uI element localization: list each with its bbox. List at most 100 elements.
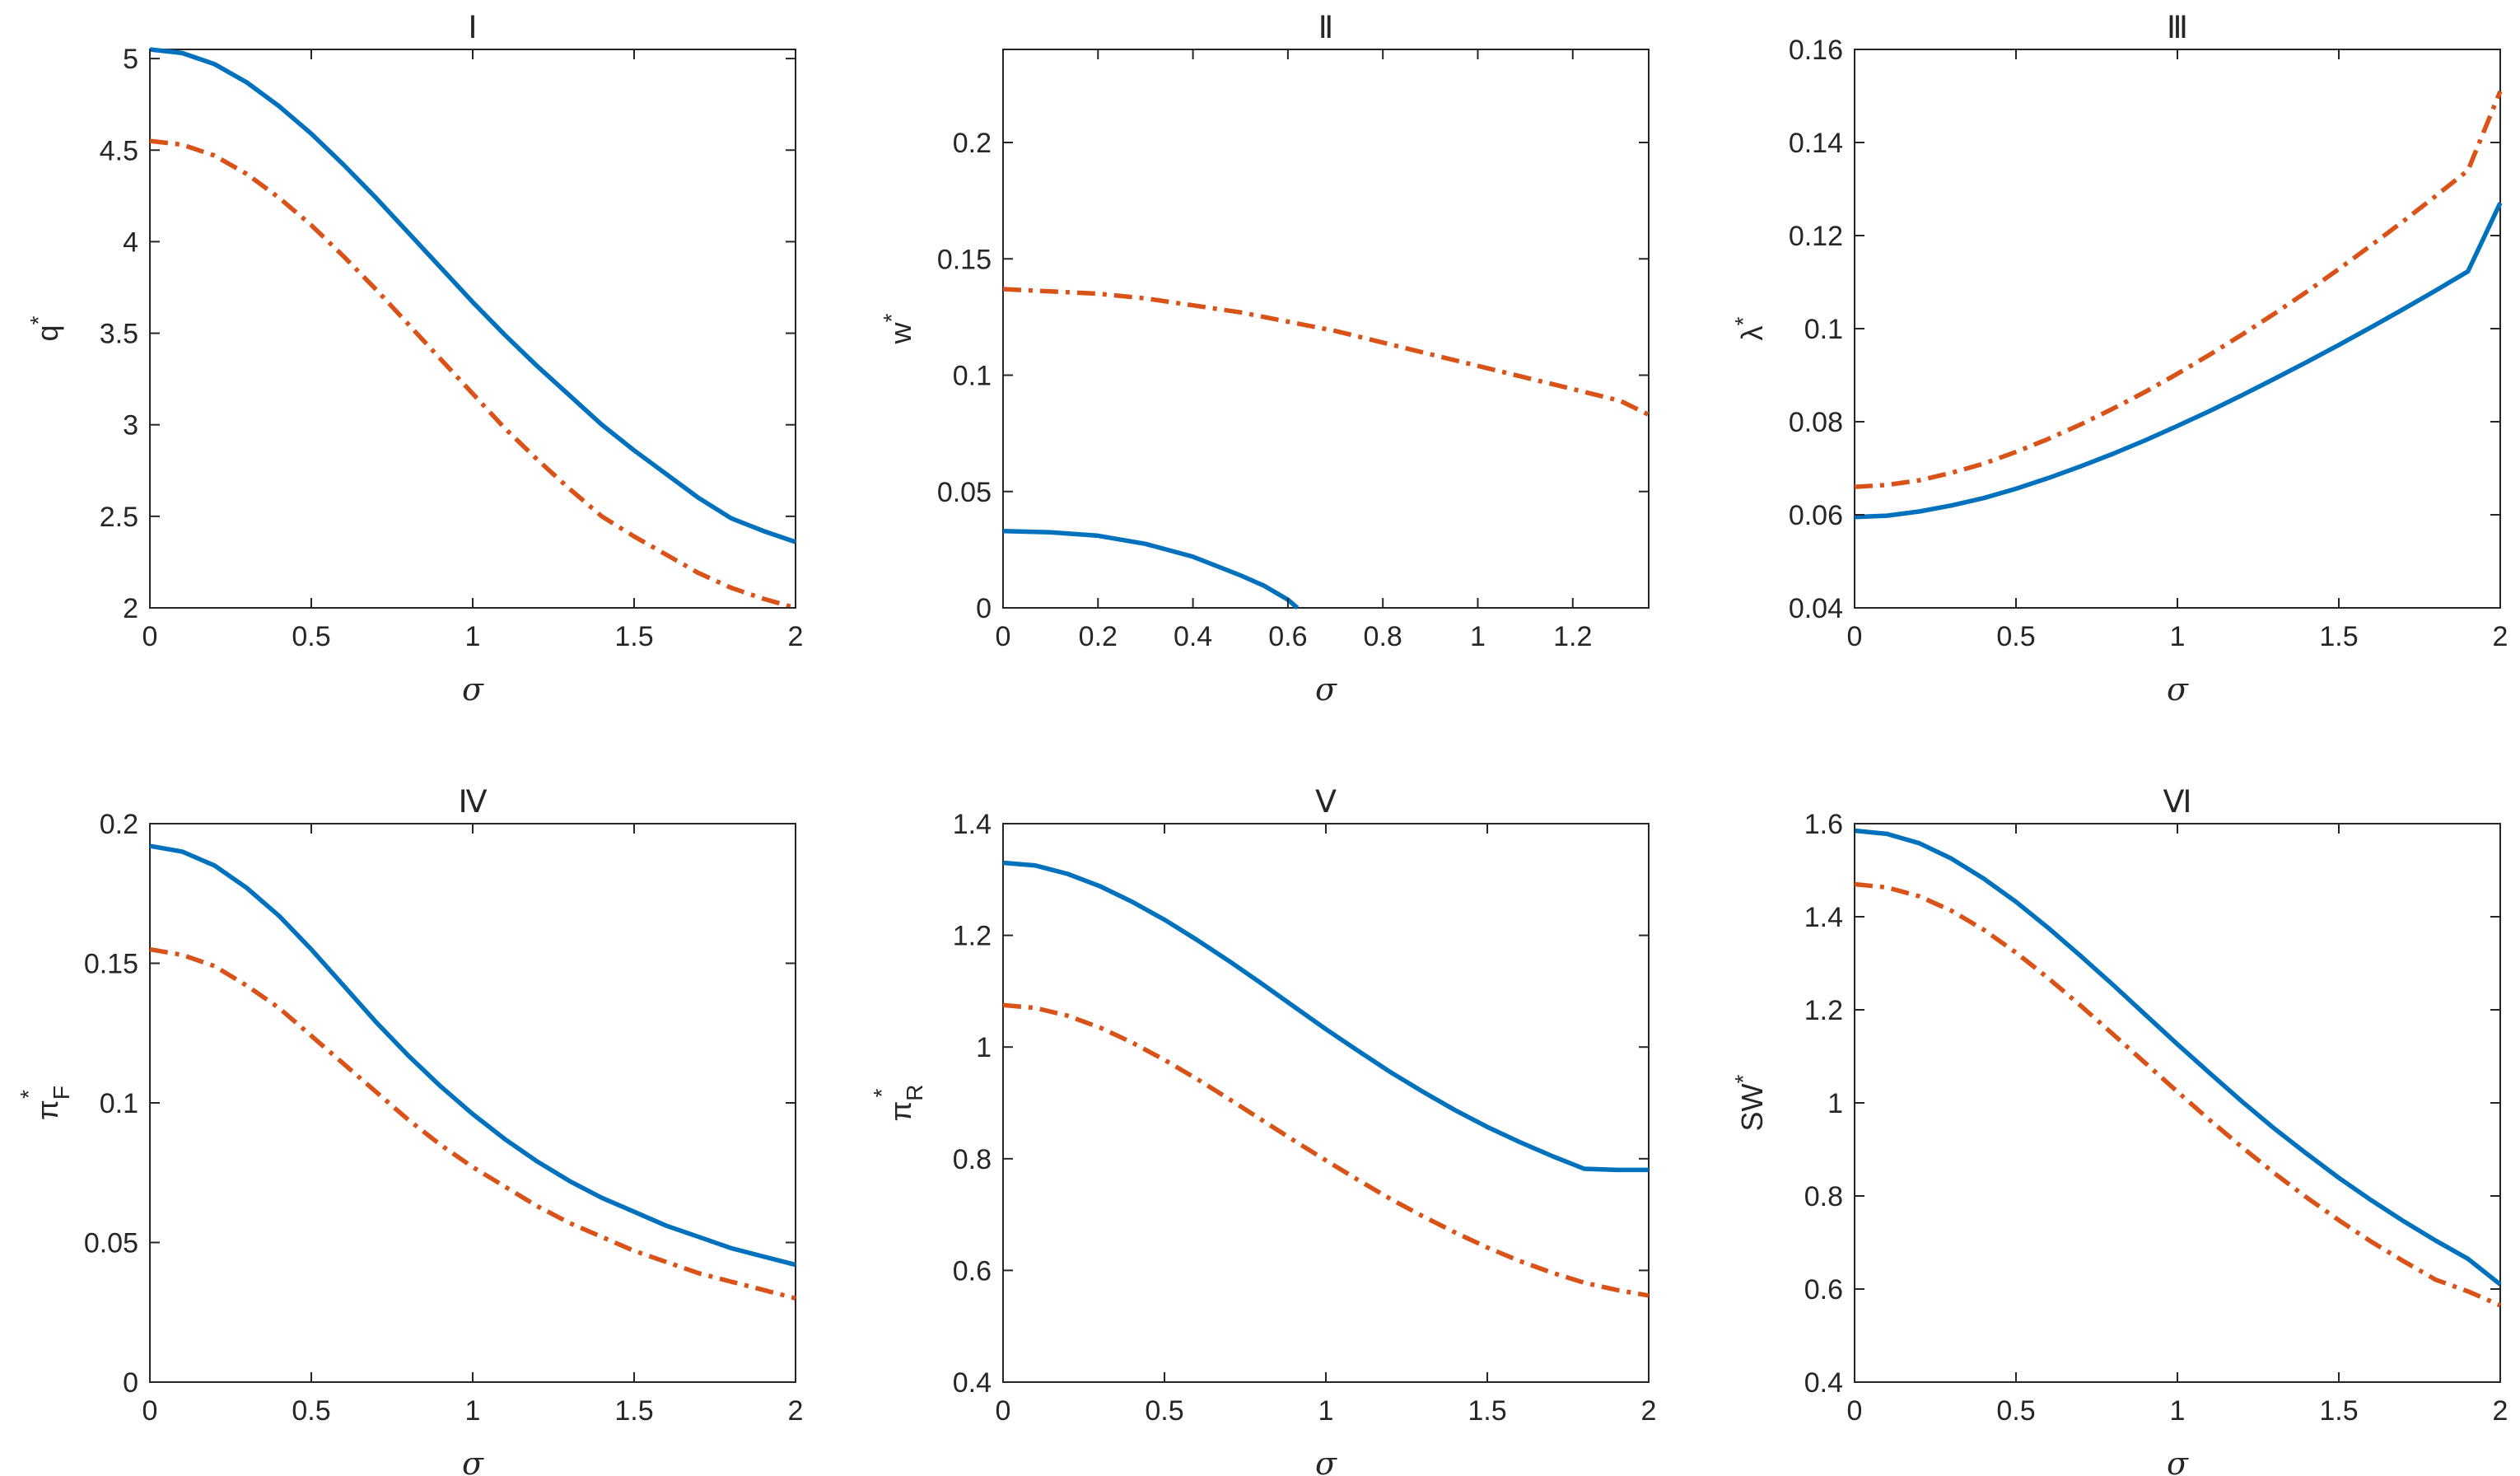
y-axis-label: w* [879, 313, 917, 344]
x-tick-label: 2 [788, 621, 804, 652]
y-tick-label: 0.4 [953, 1367, 992, 1399]
x-tick-label: 0.8 [1364, 621, 1402, 652]
y-tick-label: 0.05 [84, 1228, 138, 1259]
x-axis-label: σ [2167, 1446, 2189, 1476]
y-tick-label: 2.5 [100, 502, 138, 533]
x-tick-label: 0.5 [1145, 1395, 1183, 1427]
y-axis-label-main: w [884, 321, 917, 344]
y-axis-label-main: π [884, 1101, 917, 1122]
x-tick-label: 0 [1847, 1395, 1863, 1427]
y-tick-label: 3.5 [100, 319, 138, 350]
y-tick-label: 0.8 [1804, 1181, 1843, 1212]
y-tick-label: 3 [123, 410, 138, 441]
x-tick-label: 1.5 [2319, 621, 2358, 652]
axes-box [1002, 823, 1650, 1383]
x-tick-label: 0 [996, 1395, 1011, 1427]
y-tick-label: 0.15 [937, 244, 992, 275]
x-tick-label: 0.4 [1174, 621, 1212, 652]
x-tick-label: 0.5 [292, 621, 330, 652]
y-axis-label-sup: * [1730, 316, 1756, 325]
series-line-1 [149, 47, 796, 544]
x-axis-label: σ [1315, 1446, 1337, 1476]
y-tick-label: 0.04 [1789, 593, 1843, 624]
axes-box [1002, 49, 1650, 609]
x-tick-label: 1 [465, 1395, 481, 1427]
y-tick-label: 0.14 [1789, 128, 1843, 159]
x-tick-label: 0 [142, 621, 158, 652]
x-tick-label: 0 [1847, 621, 1863, 652]
y-tick-label: 0.8 [953, 1144, 992, 1175]
series-line-2 [149, 138, 796, 610]
panel-title: Ⅲ [2167, 11, 2188, 45]
y-tick-label: 0 [123, 1367, 138, 1399]
y-axis-label: q* [26, 315, 64, 341]
x-tick-label: 1 [2170, 621, 2186, 652]
series-line-1 [1002, 860, 1649, 1173]
x-axis-label: σ [462, 671, 484, 708]
y-tick-label: 0.08 [1789, 407, 1843, 438]
x-tick-label: 2 [1641, 1395, 1657, 1427]
y-axis-label-main: SW [1735, 1083, 1769, 1131]
y-axis-label-sup: * [16, 1090, 41, 1099]
y-axis-label-sub: R [902, 1084, 927, 1100]
y-tick-label: 0.1 [953, 361, 992, 392]
x-tick-label: 0.6 [1268, 621, 1307, 652]
series-line-1 [1854, 828, 2502, 1287]
y-axis-label: λ* [1730, 316, 1769, 340]
series-line-1 [1002, 529, 1300, 610]
x-tick-label: 0.5 [1996, 1395, 2035, 1427]
axes-box [1854, 49, 2501, 609]
series-line-1 [1854, 202, 2503, 520]
x-tick-label: 1.5 [1468, 1395, 1506, 1427]
y-tick-label: 1.6 [1804, 809, 1843, 840]
x-tick-label: 1 [1318, 1395, 1334, 1427]
series-line-2 [1002, 287, 1650, 417]
y-axis-label-sup: * [1730, 1074, 1756, 1083]
y-axis-label-main: q [30, 325, 64, 341]
y-axis-label-main: π [30, 1100, 64, 1120]
x-tick-label: 0.5 [1996, 621, 2035, 652]
y-tick-label: 0.1 [1804, 314, 1843, 345]
y-tick-label: 0.16 [1789, 35, 1843, 66]
axes-box [149, 49, 796, 609]
y-tick-label: 0.05 [937, 477, 992, 508]
y-tick-label: 0.4 [1804, 1367, 1843, 1399]
y-axis-label-sup: * [869, 1088, 894, 1097]
y-tick-label: 1 [1827, 1088, 1843, 1119]
x-tick-label: 1.5 [2319, 1395, 2358, 1427]
x-tick-label: 1 [465, 621, 481, 652]
y-tick-label: 0.15 [84, 949, 138, 980]
x-tick-label: 0 [996, 621, 1011, 652]
y-tick-label: 0.2 [100, 809, 138, 840]
panel-4: 0 0.5 1 1.5 2 0 0.05 0.1 0.15 0.2 Ⅳσ πF * [16, 785, 803, 1476]
y-tick-label: 0.12 [1789, 221, 1843, 252]
panel-6: 0 0.5 1 1.5 2 0.4 0.6 0.8 1 1.2 1.4 1.6 Ⅵσ SW* [1730, 785, 2508, 1476]
panel-title: Ⅵ [2163, 785, 2191, 820]
axes-box [1854, 823, 2501, 1383]
y-tick-label: 1.4 [953, 809, 992, 840]
x-tick-label: 2 [788, 1395, 804, 1427]
y-tick-label: 1.2 [1804, 995, 1843, 1026]
series-line-2 [1854, 881, 2502, 1308]
y-tick-label: 1.2 [953, 921, 992, 952]
y-tick-label: 0.6 [953, 1255, 992, 1287]
y-axis-label-sup: * [26, 315, 51, 325]
y-tick-label: 0.06 [1789, 500, 1843, 531]
y-axis-label: πF * [16, 1086, 74, 1120]
series-line-1 [149, 843, 796, 1268]
y-tick-label: 4 [123, 227, 138, 258]
x-axis-label: σ [2167, 671, 2189, 708]
y-tick-label: 1 [976, 1032, 992, 1063]
y-tick-label: 1.4 [1804, 902, 1843, 933]
y-tick-label: 5 [123, 44, 138, 75]
y-tick-label: 0.2 [953, 128, 992, 159]
x-tick-label: 0.2 [1079, 621, 1118, 652]
y-axis-label: πR * [869, 1084, 927, 1121]
series-line-2 [1854, 90, 2503, 489]
y-tick-label: 4.5 [100, 135, 138, 166]
x-tick-label: 2 [2493, 1395, 2508, 1427]
panel-1: 0 0.5 1 1.5 2 2 2.5 3 3.5 4 4.5 5 Ⅰσ q* [26, 11, 803, 708]
panel-5: 0 0.5 1 1.5 2 0.4 0.6 0.8 1 1.2 1.4 Ⅴσ πR * [869, 785, 1656, 1476]
